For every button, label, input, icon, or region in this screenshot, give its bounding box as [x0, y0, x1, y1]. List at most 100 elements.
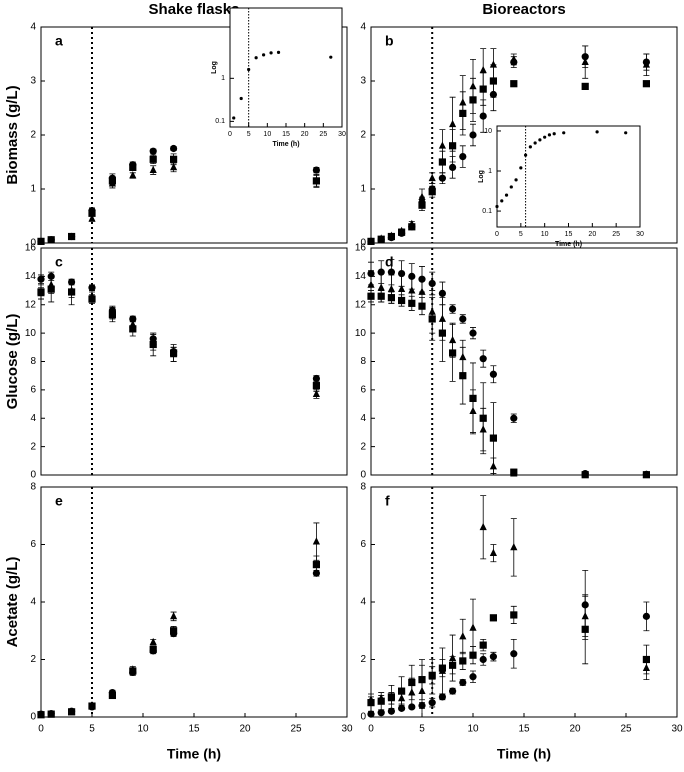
y-tick-label: 0	[360, 470, 366, 481]
y-tick-label: 4	[360, 597, 366, 608]
x-tick-label: 25	[290, 724, 302, 735]
y-tick-label: 4	[360, 413, 366, 424]
triangle-marker	[459, 632, 467, 640]
y-tick-label: 0.1	[482, 208, 492, 215]
y-tick-label: 16	[25, 243, 37, 254]
triangle-marker	[469, 406, 477, 415]
y-tick-label: 6	[30, 385, 36, 396]
triangle-marker	[469, 82, 477, 90]
y-tick-label: 0	[30, 470, 36, 481]
x-tick-label: 0	[38, 724, 44, 735]
plot-frame	[370, 247, 678, 476]
triangle-marker	[398, 226, 406, 234]
circle-marker	[479, 355, 487, 363]
circle-marker	[509, 185, 513, 189]
y-tick-label: 12	[25, 299, 37, 310]
triangle-marker	[149, 337, 157, 345]
x-tick-label: 15	[518, 724, 530, 735]
inset-background	[230, 8, 342, 127]
square-marker	[312, 561, 320, 569]
circle-marker	[479, 112, 487, 120]
y-tick-label: 4	[30, 597, 36, 608]
square-marker	[312, 382, 320, 390]
panel-label: b	[385, 33, 394, 49]
triangle-marker	[88, 701, 96, 709]
x-tick-label: 15	[282, 131, 290, 138]
triangle-marker	[438, 314, 446, 322]
panel-label: e	[55, 493, 63, 509]
triangle-marker	[642, 663, 650, 672]
triangle-marker	[428, 307, 436, 315]
y-tick-label: 4	[30, 413, 36, 424]
square-marker	[489, 434, 497, 442]
triangle-marker	[312, 537, 320, 545]
triangle-marker	[108, 179, 116, 187]
circle-marker	[524, 153, 528, 157]
circle-marker	[489, 653, 497, 661]
y-tick-label: 8	[360, 482, 366, 493]
y-axis-label: Log	[478, 170, 485, 183]
triangle-marker	[108, 689, 116, 697]
x-tick-label: 10	[467, 724, 479, 735]
y-tick-label: 6	[360, 385, 366, 396]
x-axis-label: Time (h)	[272, 141, 299, 148]
triangle-marker	[47, 280, 55, 288]
x-tick-label: 10	[541, 231, 549, 238]
square-marker	[510, 611, 518, 619]
square-marker	[459, 657, 467, 665]
triangle-marker	[47, 235, 55, 244]
circle-marker	[247, 67, 251, 72]
y-tick-label: 8	[360, 356, 366, 367]
square-marker	[581, 82, 589, 90]
x-tick-label: 0	[495, 231, 499, 238]
triangle-marker	[170, 350, 178, 358]
x-tick-label: 5	[519, 231, 523, 238]
triangle-marker	[129, 171, 137, 179]
square-marker	[459, 372, 467, 380]
y-tick-label: 4	[360, 22, 366, 33]
circle-marker	[547, 133, 552, 137]
y-tick-label: 1	[360, 184, 366, 195]
inset-background	[497, 126, 640, 227]
circle-marker	[438, 174, 446, 182]
square-marker	[489, 614, 497, 622]
x-tick-label: 0	[228, 131, 232, 138]
circle-marker	[398, 704, 406, 712]
triangle-marker	[510, 55, 518, 63]
triangle-marker	[68, 286, 76, 294]
triangle-marker	[387, 231, 395, 239]
x-tick-label: 20	[301, 131, 309, 138]
triangle-marker	[479, 522, 487, 531]
circle-marker	[469, 329, 477, 337]
circle-marker	[504, 193, 509, 197]
triangle-marker	[510, 469, 518, 477]
column-title: Shake flasks	[149, 1, 240, 18]
circle-marker	[514, 178, 518, 182]
square-marker	[398, 687, 406, 695]
triangle-marker	[489, 60, 497, 68]
circle-marker	[438, 289, 446, 297]
y-tick-label: 6	[360, 539, 366, 550]
circle-marker	[543, 135, 547, 139]
x-tick-label: 0	[368, 724, 374, 735]
x-tick-label: 30	[671, 724, 683, 735]
circle-marker	[329, 55, 333, 59]
triangle-marker	[398, 284, 406, 293]
circle-marker	[479, 655, 487, 664]
triangle-marker	[479, 425, 487, 433]
circle-marker	[510, 414, 518, 422]
y-axis-label: Acetate (g/L)	[4, 557, 21, 648]
triangle-marker	[438, 666, 446, 674]
x-tick-label: 30	[636, 231, 644, 238]
y-tick-label: 10	[484, 128, 492, 135]
circle-marker	[469, 131, 477, 139]
x-tick-label: 30	[341, 724, 353, 735]
triangle-marker	[377, 693, 385, 702]
triangle-marker	[408, 219, 416, 227]
circle-marker	[533, 141, 537, 145]
circle-marker	[624, 131, 628, 135]
y-tick-label: 2	[30, 654, 36, 665]
y-axis-label: Biomass (g/L)	[4, 85, 21, 184]
circle-marker	[459, 678, 467, 687]
triangle-marker	[438, 141, 446, 149]
